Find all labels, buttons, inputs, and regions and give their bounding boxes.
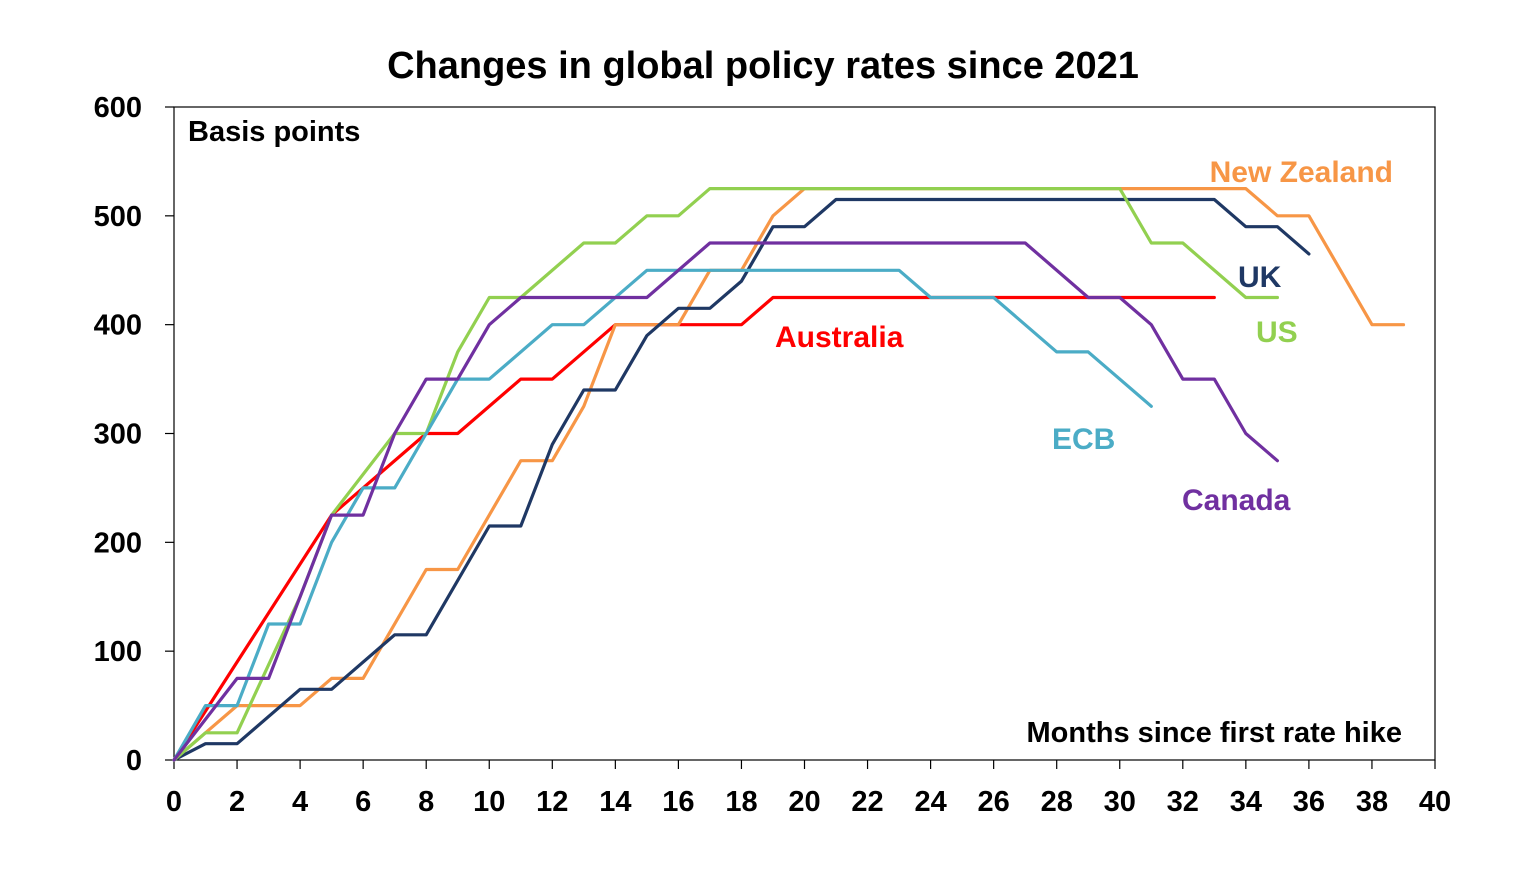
x-tick-label: 10 <box>473 786 505 818</box>
x-tick-label: 14 <box>599 786 631 818</box>
series-labels: Australia New Zealand UK US ECB Canada <box>775 156 1393 517</box>
y-tick-label: 300 <box>94 419 142 451</box>
chart-title: Changes in global policy rates since 202… <box>387 45 1139 87</box>
series-lines <box>172 187 1406 762</box>
x-tick-label: 18 <box>725 786 757 818</box>
y-tick-label: 0 <box>126 745 142 777</box>
series-label-us: US <box>1256 316 1298 349</box>
y-tick-label: 500 <box>94 201 142 233</box>
x-tick-label: 16 <box>662 786 694 818</box>
x-axis: 0 2 4 6 8 10 12 14 16 18 20 22 24 26 28 30 32 34 36 38 40 <box>166 760 1451 818</box>
x-tick-label: 36 <box>1293 786 1325 818</box>
y-tick-label: 400 <box>94 310 142 342</box>
x-tick-label: 12 <box>536 786 568 818</box>
x-tick-label: 30 <box>1104 786 1136 818</box>
series-label-canada: Canada <box>1182 484 1291 517</box>
y-tick-label: 200 <box>94 527 142 559</box>
x-tick-label: 28 <box>1041 786 1073 818</box>
series-line-new-zealand <box>172 187 1406 762</box>
x-axis-label: Months since first rate hike <box>1027 717 1403 749</box>
series-line-australia <box>172 295 1216 762</box>
x-tick-label: 34 <box>1230 786 1262 818</box>
series-line-ecb <box>172 268 1153 762</box>
y-axis-label: Basis points <box>188 116 360 148</box>
x-tick-label: 22 <box>851 786 883 818</box>
series-label-ecb: ECB <box>1052 423 1115 456</box>
x-tick-label: 20 <box>788 786 820 818</box>
series-label-australia: Australia <box>775 321 904 354</box>
x-tick-label: 8 <box>418 786 434 818</box>
series-label-new-zealand: New Zealand <box>1210 156 1393 189</box>
x-tick-label: 4 <box>292 786 308 818</box>
x-tick-label: 24 <box>914 786 946 818</box>
x-tick-label: 38 <box>1356 786 1388 818</box>
series-line-us <box>172 187 1279 762</box>
x-tick-label: 2 <box>229 786 245 818</box>
series-line-canada <box>172 241 1279 762</box>
series-label-uk: UK <box>1238 261 1282 294</box>
y-tick-label: 100 <box>94 636 142 668</box>
x-tick-label: 32 <box>1167 786 1199 818</box>
series-line-uk <box>172 197 1311 762</box>
y-tick-label: 600 <box>94 92 142 124</box>
x-tick-label: 40 <box>1419 786 1451 818</box>
x-tick-label: 6 <box>355 786 371 818</box>
x-tick-label: 26 <box>978 786 1010 818</box>
y-axis: 0 100 200 300 400 500 600 <box>94 92 174 777</box>
x-tick-label: 0 <box>166 786 182 818</box>
